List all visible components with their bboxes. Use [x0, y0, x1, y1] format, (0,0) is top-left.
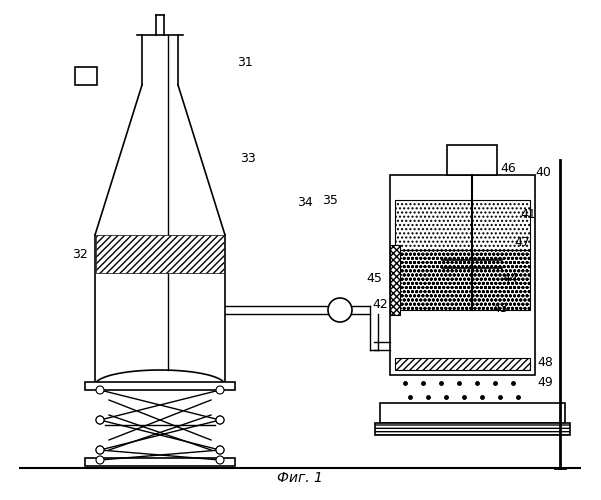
Bar	[390, 245, 400, 315]
Bar	[96, 235, 224, 273]
Text: 48: 48	[537, 356, 553, 368]
Circle shape	[96, 416, 104, 424]
Text: 42: 42	[372, 298, 388, 312]
Bar	[375, 423, 570, 435]
Bar	[447, 145, 497, 175]
Circle shape	[216, 446, 224, 454]
Text: 33: 33	[240, 152, 256, 164]
Text: 43: 43	[492, 302, 508, 314]
Circle shape	[216, 416, 224, 424]
Circle shape	[96, 446, 104, 454]
Circle shape	[216, 446, 224, 454]
Bar	[395, 200, 530, 250]
Bar	[85, 382, 235, 390]
Circle shape	[96, 446, 104, 454]
Text: 49: 49	[537, 376, 553, 388]
Text: 40: 40	[535, 166, 551, 178]
Text: 46: 46	[500, 162, 516, 174]
Text: 47: 47	[514, 236, 530, 248]
Circle shape	[96, 456, 104, 464]
Circle shape	[96, 386, 104, 394]
Circle shape	[328, 298, 352, 322]
Bar	[380, 403, 565, 423]
Text: 32: 32	[72, 248, 88, 262]
Circle shape	[216, 416, 224, 424]
Text: 45: 45	[366, 272, 382, 284]
Bar	[390, 175, 535, 375]
Bar	[85, 458, 235, 466]
Bar	[395, 250, 530, 310]
Text: 34: 34	[297, 196, 313, 208]
Circle shape	[216, 386, 224, 394]
Text: Фиг. 1: Фиг. 1	[277, 471, 323, 485]
Bar	[395, 358, 530, 370]
Text: 44: 44	[502, 272, 518, 284]
Text: 35: 35	[322, 194, 338, 206]
Circle shape	[96, 416, 104, 424]
Circle shape	[216, 456, 224, 464]
Text: 41: 41	[520, 208, 536, 222]
Bar	[75, 67, 97, 85]
Text: 31: 31	[237, 56, 253, 68]
